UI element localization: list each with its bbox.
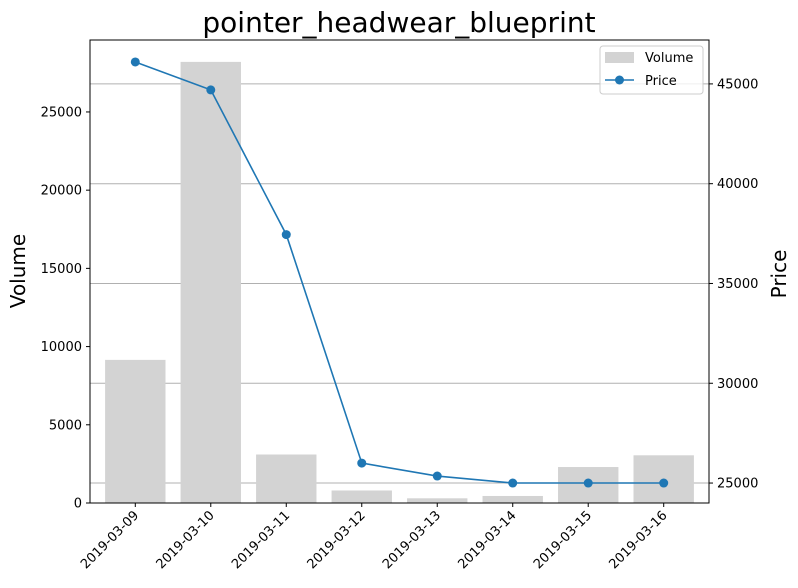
plot-frame: [89, 39, 710, 504]
right-y-axis: 25000 30000 35000 40000 45000: [709, 77, 758, 492]
price-point: [432, 471, 442, 481]
price-point: [659, 478, 669, 488]
right-tick-label: 25000: [717, 477, 758, 492]
left-tick-label: 15000: [41, 262, 82, 277]
left-tick-label: 0: [74, 497, 82, 512]
price-line: [135, 61, 664, 484]
volume-bars: [105, 61, 694, 503]
price-point: [130, 57, 140, 67]
price-point: [357, 458, 367, 468]
left-tick-label: 20000: [41, 184, 82, 199]
y-axis-label-right: Price: [767, 250, 791, 299]
right-tick-label: 40000: [717, 177, 758, 192]
volume-bar: [407, 498, 468, 503]
volume-bar: [105, 359, 166, 503]
legend-price-label: Price: [645, 74, 677, 89]
left-tick-label: 25000: [41, 105, 82, 120]
legend-volume-swatch: [605, 52, 634, 63]
price-point: [508, 478, 518, 488]
price-line-layer: [130, 57, 669, 488]
left-y-axis: 0 5000 10000 15000 20000 25000: [41, 105, 90, 512]
volume-bar: [256, 454, 317, 503]
chart-title: pointer_headwear_blueprint: [202, 6, 595, 39]
volume-bar: [180, 61, 241, 503]
volume-bar: [331, 490, 392, 503]
price-point: [206, 85, 216, 95]
right-tick-label: 45000: [717, 77, 758, 92]
right-tick-label: 35000: [717, 277, 758, 292]
price-point: [583, 478, 593, 488]
price-point: [281, 230, 291, 240]
legend-volume-label: Volume: [645, 51, 693, 66]
volume-bar: [482, 495, 543, 503]
right-tick-label: 30000: [717, 377, 758, 392]
legend-price-marker: [615, 75, 624, 85]
left-tick-label: 5000: [49, 418, 82, 433]
legend: Volume Price: [599, 45, 704, 95]
left-tick-label: 10000: [41, 340, 82, 355]
y-axis-label-left: Volume: [6, 234, 30, 308]
